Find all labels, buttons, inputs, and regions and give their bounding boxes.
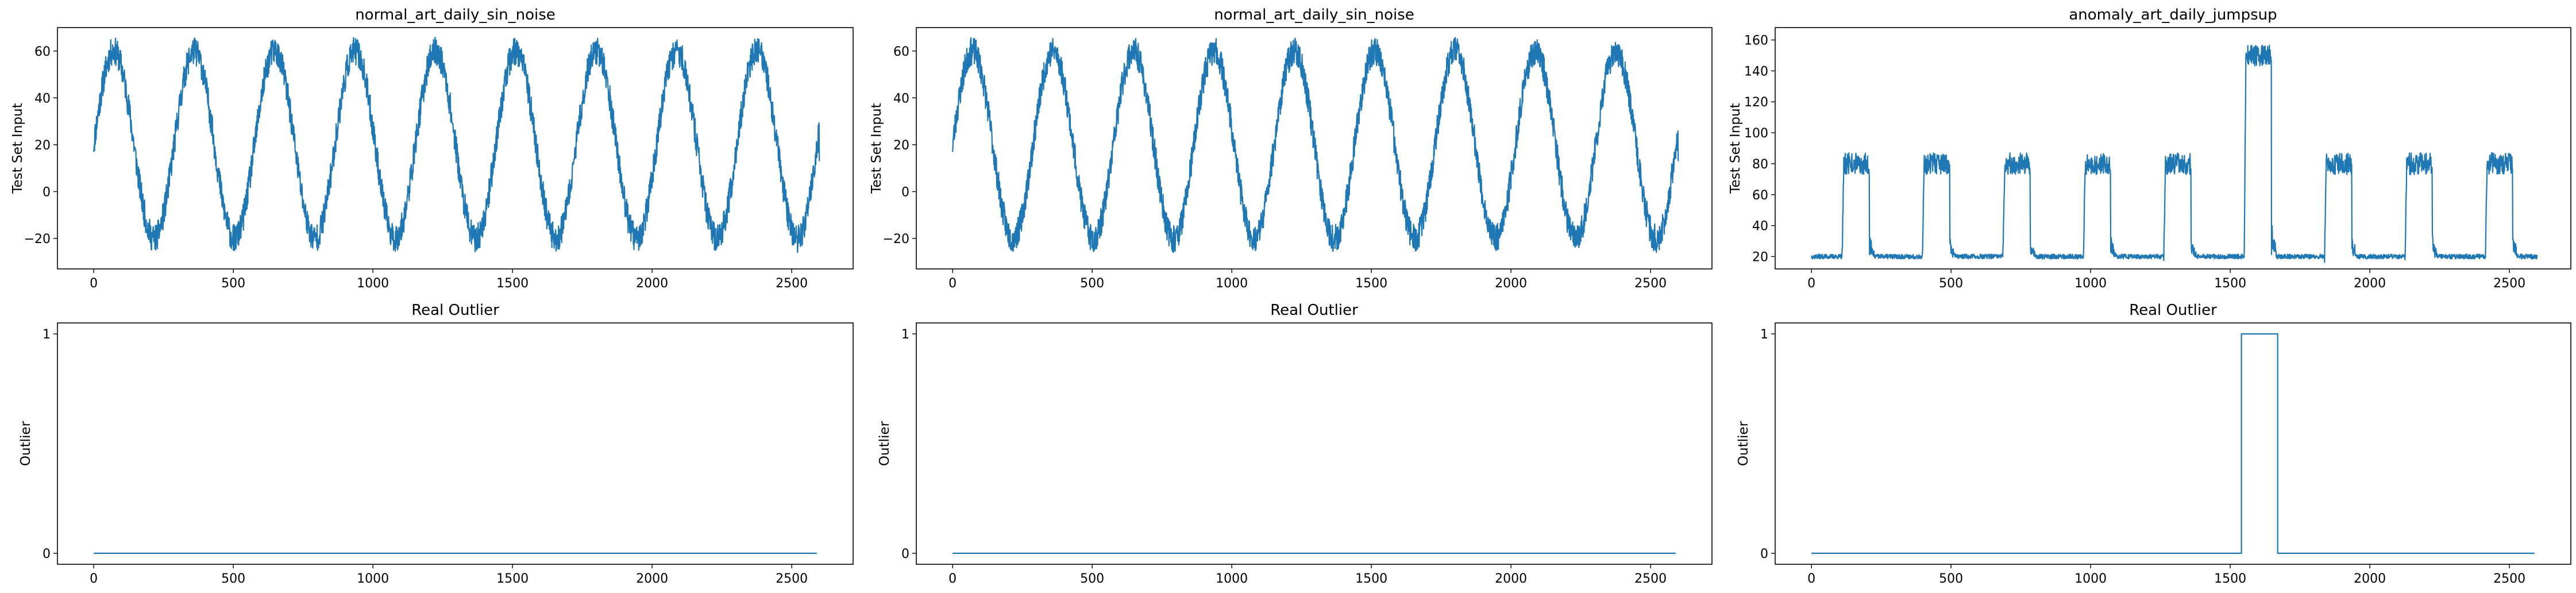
x-tick-label: 0 bbox=[90, 572, 98, 586]
x-tick-label: 2000 bbox=[636, 572, 668, 586]
chart-title: anomaly_art_daily_jumpsup bbox=[2069, 6, 2277, 24]
plot-frame bbox=[1775, 322, 2571, 565]
x-tick-label: 2500 bbox=[1634, 572, 1667, 586]
x-tick-label: 2000 bbox=[1495, 572, 1527, 586]
x-tick-label: 500 bbox=[1939, 276, 1963, 291]
x-tick-label: 0 bbox=[90, 276, 98, 291]
x-tick-label: 2000 bbox=[1495, 276, 1527, 291]
plot-frame bbox=[916, 27, 1713, 269]
x-tick-label: 500 bbox=[221, 276, 245, 291]
x-tick-label: 500 bbox=[221, 572, 245, 586]
y-tick-label: 20 bbox=[893, 138, 909, 153]
y-tick-label: 0 bbox=[1760, 547, 1768, 561]
y-axis-label: Outlier bbox=[877, 421, 892, 466]
y-axis-label: Test Set Input bbox=[869, 103, 884, 194]
y-tick-label: 160 bbox=[1744, 34, 1768, 48]
subplot-2: anomaly_art_daily_jumpsup Test Set Input 0… bbox=[1728, 6, 2571, 291]
y-tick-label: 60 bbox=[34, 45, 51, 59]
y-tick-label: 1 bbox=[1760, 328, 1768, 342]
x-tick-label: 2500 bbox=[1634, 276, 1667, 291]
x-tick-label: 1000 bbox=[1216, 276, 1248, 291]
subplot-1: normal_art_daily_sin_noise Test Set Input… bbox=[869, 6, 1713, 291]
y-tick-label: 1 bbox=[901, 328, 909, 342]
x-tick-label: 0 bbox=[948, 276, 957, 291]
plot-frame bbox=[57, 27, 854, 269]
subplot-4: Real Outlier Outlier 0 500 1000 1500 2000 2500 0… bbox=[877, 302, 1713, 586]
y-tick-label: 40 bbox=[1752, 220, 1768, 234]
y-axis-label: Outlier bbox=[18, 421, 33, 466]
chart-title: Real Outlier bbox=[411, 302, 499, 319]
subplot-0: normal_art_daily_sin_noise Test Set Input… bbox=[10, 6, 854, 291]
y-tick-label: −20 bbox=[883, 232, 909, 247]
subplot-5: Real Outlier Outlier 0 500 1000 1500 2000 2500 0… bbox=[1736, 302, 2571, 586]
y-tick-label: 0 bbox=[901, 547, 909, 561]
y-tick-label: −20 bbox=[24, 232, 51, 247]
x-tick-label: 1000 bbox=[2074, 276, 2107, 291]
x-tick-label: 1500 bbox=[2214, 572, 2246, 586]
chart-title: normal_art_daily_sin_noise bbox=[1214, 6, 1414, 24]
x-tick-label: 500 bbox=[1939, 572, 1963, 586]
x-tick-label: 1500 bbox=[1355, 572, 1387, 586]
x-tick-label: 500 bbox=[1080, 276, 1104, 291]
x-tick-label: 2500 bbox=[776, 276, 808, 291]
y-tick-label: 20 bbox=[34, 138, 51, 153]
y-tick-label: 100 bbox=[1744, 126, 1768, 141]
x-tick-label: 2000 bbox=[2354, 276, 2386, 291]
subplot-3: Real Outlier Outlier 0 500 1000 1500 2000 2500 0… bbox=[18, 302, 854, 586]
y-tick-label: 140 bbox=[1744, 64, 1768, 79]
x-tick-label: 500 bbox=[1080, 572, 1104, 586]
y-tick-label: 40 bbox=[893, 91, 909, 106]
chart-title: normal_art_daily_sin_noise bbox=[355, 6, 556, 24]
series-line-0 bbox=[93, 36, 820, 253]
x-tick-label: 2000 bbox=[636, 276, 668, 291]
x-tick-label: 1500 bbox=[496, 572, 529, 586]
y-tick-label: 120 bbox=[1744, 95, 1768, 110]
x-tick-label: 2000 bbox=[2354, 572, 2386, 586]
x-tick-label: 2500 bbox=[2493, 572, 2525, 586]
x-tick-label: 1500 bbox=[1355, 276, 1387, 291]
y-tick-label: 40 bbox=[34, 91, 51, 106]
x-tick-label: 1500 bbox=[2214, 276, 2246, 291]
y-axis-label: Outlier bbox=[1736, 421, 1751, 466]
x-tick-label: 1000 bbox=[357, 572, 389, 586]
y-axis-label: Test Set Input bbox=[1728, 103, 1743, 194]
series-line-0 bbox=[1811, 333, 2535, 554]
y-tick-label: 20 bbox=[1752, 250, 1768, 264]
y-tick-label: 0 bbox=[901, 185, 909, 199]
x-tick-label: 1000 bbox=[2074, 572, 2107, 586]
y-tick-label: 1 bbox=[43, 328, 51, 342]
y-axis-label: Test Set Input bbox=[10, 103, 25, 194]
x-tick-label: 2500 bbox=[776, 572, 808, 586]
x-tick-label: 1500 bbox=[496, 276, 529, 291]
x-tick-label: 1000 bbox=[357, 276, 389, 291]
chart-title: Real Outlier bbox=[2129, 302, 2217, 319]
y-tick-label: 60 bbox=[893, 45, 909, 59]
chart-title: Real Outlier bbox=[1270, 302, 1358, 319]
x-tick-label: 0 bbox=[1807, 572, 1815, 586]
y-tick-label: 60 bbox=[1752, 188, 1768, 203]
y-tick-label: 0 bbox=[43, 185, 51, 199]
y-tick-label: 80 bbox=[1752, 157, 1768, 172]
y-tick-label: 0 bbox=[43, 547, 51, 561]
series-line-0 bbox=[1811, 44, 2538, 263]
x-tick-label: 0 bbox=[1807, 276, 1815, 291]
series-line-0 bbox=[952, 37, 1679, 253]
x-tick-label: 2500 bbox=[2493, 276, 2525, 291]
plot-frame bbox=[916, 322, 1713, 565]
plot-frame bbox=[57, 322, 854, 565]
x-tick-label: 1000 bbox=[1216, 572, 1248, 586]
x-tick-label: 0 bbox=[948, 572, 957, 586]
plot-frame bbox=[1775, 27, 2571, 269]
